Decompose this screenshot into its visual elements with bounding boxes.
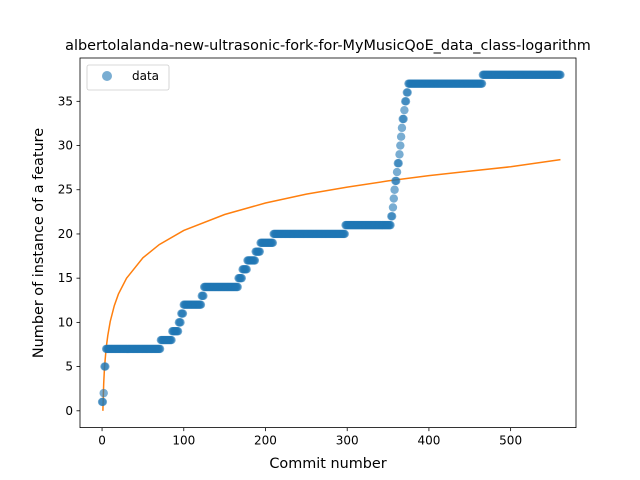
data-point: [397, 132, 405, 140]
data-point: [390, 194, 398, 202]
legend-label: data: [132, 69, 159, 83]
data-point: [234, 283, 242, 291]
chart-title: albertolalanda-new-ultrasonic-fork-for-M…: [65, 38, 591, 54]
data-point: [399, 115, 407, 123]
data-point: [388, 212, 396, 220]
y-tick-label: 35: [58, 94, 73, 108]
data-point: [238, 274, 246, 282]
data-point: [242, 265, 250, 273]
data-point: [99, 398, 107, 406]
y-tick-label: 30: [58, 139, 73, 153]
data-point: [197, 300, 205, 308]
y-tick-label: 0: [65, 404, 73, 418]
data-point: [402, 97, 410, 105]
data-point: [556, 71, 564, 79]
data-point: [390, 186, 398, 194]
data-point: [403, 88, 411, 96]
fit-line-layer: [103, 160, 561, 411]
x-tick-label: 500: [499, 434, 522, 448]
data-point: [394, 159, 402, 167]
x-tick-label: 400: [417, 434, 440, 448]
x-axis: 0 100 200 300 400 500: [98, 428, 522, 448]
data-point: [256, 247, 264, 255]
data-point: [269, 239, 277, 247]
data-point: [251, 256, 259, 264]
plot-area: [98, 71, 565, 411]
data-point: [341, 230, 349, 238]
data-point: [392, 177, 400, 185]
y-axis-label: Number of instance of a feature: [31, 128, 47, 358]
data-points-layer: [98, 71, 565, 407]
x-axis-label: Commit number: [269, 456, 386, 472]
data-point: [478, 79, 486, 87]
y-tick-label: 5: [65, 360, 73, 374]
data-point: [174, 327, 182, 335]
x-tick-label: 300: [336, 434, 359, 448]
axes-frame: [80, 58, 576, 428]
data-point: [396, 141, 404, 149]
data-point: [393, 168, 401, 176]
data-point: [101, 362, 109, 370]
fit-line: [103, 160, 561, 411]
y-tick-label: 10: [58, 315, 73, 329]
x-tick-label: 0: [98, 434, 106, 448]
x-tick-label: 200: [254, 434, 277, 448]
data-point: [398, 124, 406, 132]
data-point: [176, 318, 184, 326]
y-axis: 0 5 10 15 20 25 30 35: [58, 94, 80, 417]
data-point: [199, 292, 207, 300]
legend-marker: [102, 71, 112, 81]
y-tick-label: 20: [58, 227, 73, 241]
data-point: [389, 203, 397, 211]
data-point: [179, 309, 187, 317]
legend: data: [87, 65, 169, 90]
data-point: [99, 389, 107, 397]
y-tick-label: 15: [58, 271, 73, 285]
data-point: [167, 336, 175, 344]
data-point: [386, 221, 394, 229]
data-point: [156, 345, 164, 353]
data-point: [400, 106, 408, 114]
data-point: [395, 150, 403, 158]
y-tick-label: 25: [58, 183, 73, 197]
x-tick-label: 100: [172, 434, 195, 448]
